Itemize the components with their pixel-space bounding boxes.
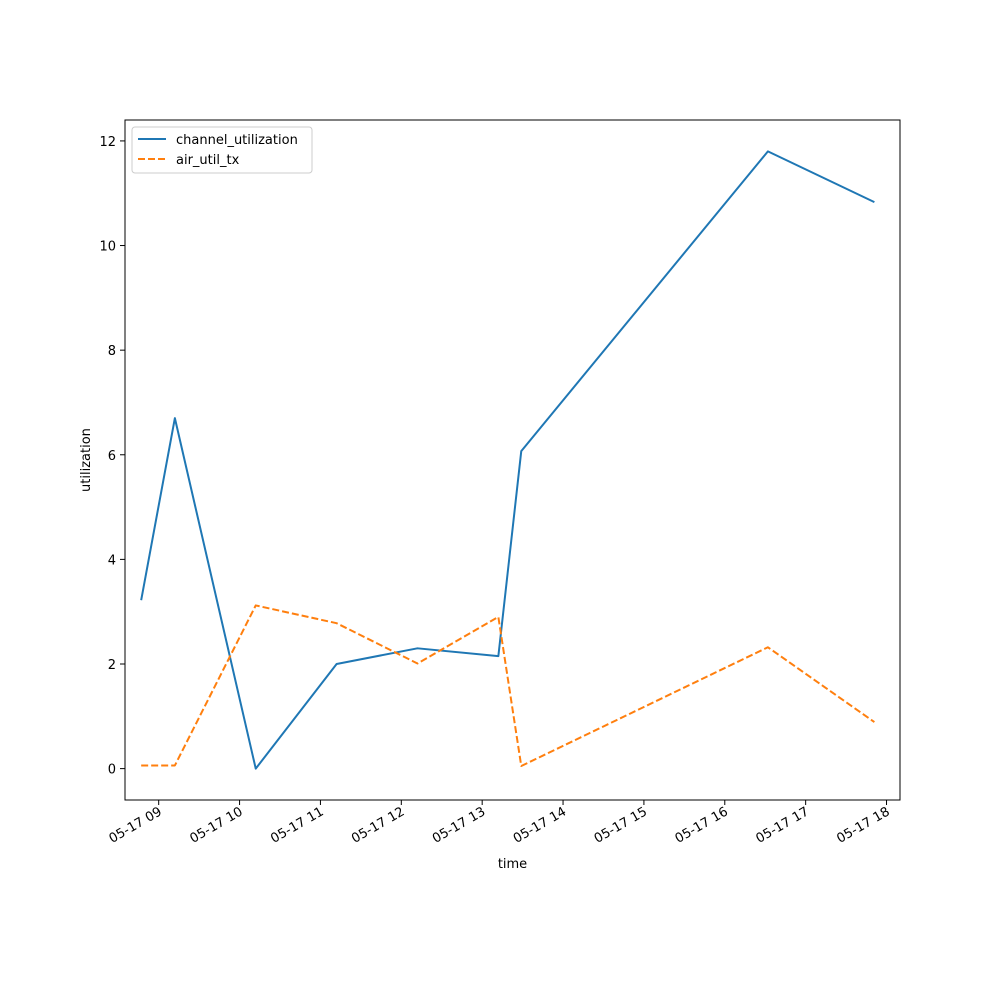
x-axis: 05-17 09 05-17 10 05-17 11 05-17 12 05-17 13…	[107, 800, 893, 847]
x-tick-label: 05-17 14	[511, 804, 569, 846]
y-tick-label: 2	[108, 658, 116, 673]
y-tick-label: 12	[99, 135, 116, 150]
y-tick-label: 8	[108, 344, 116, 359]
x-axis-label: time	[498, 857, 527, 872]
y-axis-label: utilization	[79, 428, 94, 492]
legend: channel_utilization air_util_tx	[131, 126, 313, 174]
series-line-air-util-tx	[141, 604, 875, 767]
legend-label: channel_utilization	[176, 133, 298, 148]
series-line-channel-utilization	[140, 150, 875, 770]
x-tick-label: 05-17 11	[268, 804, 326, 846]
x-tick-label: 05-17 09	[107, 804, 165, 846]
y-tick-label: 6	[108, 449, 116, 464]
x-tick-label: 05-17 16	[673, 804, 731, 846]
y-axis: 0 2 4 6 8 10 12	[99, 135, 125, 778]
x-tick-label: 05-17 10	[187, 804, 245, 846]
y-tick-label: 0	[108, 763, 116, 778]
y-tick-label: 10	[99, 240, 116, 255]
series-layer	[140, 150, 875, 770]
plot-area	[124, 119, 901, 801]
x-tick-label: 05-17 18	[834, 804, 892, 846]
y-tick-label: 4	[108, 553, 116, 568]
x-tick-label: 05-17 12	[349, 804, 407, 846]
x-tick-label: 05-17 15	[592, 804, 650, 846]
x-tick-label: 05-17 17	[754, 804, 812, 846]
x-tick-label: 05-17 13	[430, 804, 488, 846]
legend-label: air_util_tx	[176, 153, 240, 168]
legend-box	[131, 126, 313, 174]
